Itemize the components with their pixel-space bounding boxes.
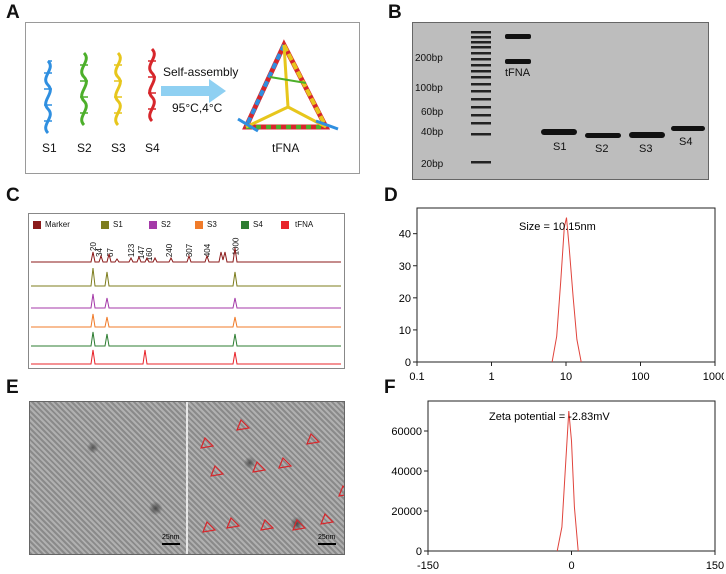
electropherogram-panel: Marker S1 S2 S3 S4 tFNA 20 34 67 123 147… (28, 213, 345, 369)
y-tick-label: 40000 (391, 466, 422, 478)
size-distribution-chart: 0 10 20 30 40 0.1 1 10 100 1000 Size = 10.15nm (399, 207, 724, 380)
y-tick-label: 0 (416, 546, 422, 558)
legend-label-s2: S2 (161, 220, 171, 229)
tem-divider (186, 402, 188, 554)
band-s2 (585, 133, 621, 138)
tetrahedron-icon (237, 39, 339, 133)
trace-marker (31, 247, 341, 263)
legend-label-marker: Marker (45, 220, 70, 229)
lane-label-s2: S2 (595, 143, 609, 155)
x-tick-label: 100 (631, 371, 649, 380)
strand-label-s4: S4 (145, 141, 160, 155)
chart-d-annotation: Size = 10.15nm (519, 221, 596, 233)
legend-swatch-s4 (241, 221, 249, 229)
trace-tfna (31, 349, 341, 365)
strand-label-s3: S3 (111, 141, 126, 155)
marker-label-60: 60bp (421, 107, 444, 118)
condition-label: 95°C,4°C (172, 101, 223, 115)
panel-a-svg (44, 39, 339, 135)
scale-bar-left (162, 543, 180, 545)
zeta-potential-chart: 0 20000 40000 60000 -150 0 150 Zeta potential… (391, 400, 724, 572)
panel-label-b: B (388, 2, 402, 23)
tem-particle-outlines (200, 418, 344, 533)
strand-s2-icon (80, 51, 88, 127)
legend-label-s3: S3 (207, 220, 217, 229)
x-tick-label: 0.1 (409, 371, 424, 380)
tfna-label: tFNA (272, 141, 300, 155)
scale-bar-right (318, 543, 336, 545)
self-assembly-label: Self-assembly (163, 65, 239, 79)
strand-label-s1: S1 (42, 141, 57, 155)
legend-swatch-s1 (101, 221, 109, 229)
y-tick-label: 20000 (391, 506, 422, 518)
gel-bands (471, 31, 705, 164)
chart-f-annotation: Zeta potential = -2.83mV (489, 411, 610, 423)
trace-s3 (31, 313, 341, 328)
lane-label-s3: S3 (639, 143, 653, 155)
legend-swatch-s3 (195, 221, 203, 229)
band-tfna-upper (505, 34, 531, 39)
trace-s1 (31, 267, 341, 287)
legend-swatch-tfna (281, 221, 289, 229)
panel-label-e: E (6, 377, 19, 398)
tem-image: 25nm 25nm (29, 401, 345, 555)
chart-f-series-line (556, 410, 579, 552)
band-s3 (629, 132, 665, 138)
legend-c: Marker S1 S2 S3 S4 tFNA (33, 220, 343, 232)
scale-bar-right-label: 25nm (318, 534, 336, 541)
y-tick-label: 20 (399, 293, 411, 305)
band-s4 (671, 126, 705, 131)
trace-s2 (31, 293, 341, 309)
marker-label-40: 40bp (421, 127, 444, 138)
y-tick-label: 60000 (391, 426, 422, 438)
panel-label-a: A (6, 2, 20, 23)
electropherogram-traces (31, 247, 341, 365)
gel-image: 200bp 100bp 60bp 40bp 20bp tFNA S1 S2 S3… (412, 22, 709, 180)
panel-label-d: D (384, 185, 398, 206)
strand-s1-icon (44, 59, 52, 135)
legend-label-s4: S4 (253, 220, 263, 229)
y-tick-label: 30 (399, 261, 411, 273)
legend-swatch-marker (33, 221, 41, 229)
panel-label-c: C (6, 185, 20, 206)
lane-label-s1: S1 (553, 141, 567, 153)
panel-label-f: F (384, 377, 396, 398)
marker-label-200: 200bp (415, 53, 443, 64)
x-tick-label: -150 (417, 560, 439, 572)
lane-label-tfna: tFNA (505, 67, 531, 79)
legend-label-s1: S1 (113, 220, 123, 229)
panel-a-schematic: S1 S2 S3 S4 Self-assembly 95°C,4°C tFNA (25, 22, 360, 174)
legend-label-tfna: tFNA (295, 220, 314, 229)
strand-label-s2: S2 (77, 141, 92, 155)
chart-f-frame (427, 400, 716, 552)
x-tick-label: 1000 (703, 371, 724, 380)
strand-s4-icon (148, 47, 156, 123)
lane-label-s4: S4 (679, 136, 693, 148)
x-tick-label: 150 (706, 560, 724, 572)
band-s1 (541, 129, 577, 135)
marker-ladder (471, 31, 491, 164)
x-tick-label: 10 (560, 371, 572, 380)
x-tick-label: 0 (568, 560, 574, 572)
assembly-arrow-icon (161, 79, 226, 103)
legend-swatch-s2 (149, 221, 157, 229)
chart-d-series-line (551, 217, 582, 363)
strand-s3-icon (114, 51, 122, 127)
band-tfna-main (505, 59, 531, 64)
trace-s4 (31, 331, 341, 347)
y-tick-label: 0 (405, 357, 411, 369)
scale-bar-left-label: 25nm (162, 534, 180, 541)
marker-label-100: 100bp (415, 83, 443, 94)
y-tick-label: 40 (399, 229, 411, 241)
x-tick-label: 1 (488, 371, 494, 380)
marker-label-20: 20bp (421, 159, 444, 170)
y-tick-label: 10 (399, 325, 411, 337)
